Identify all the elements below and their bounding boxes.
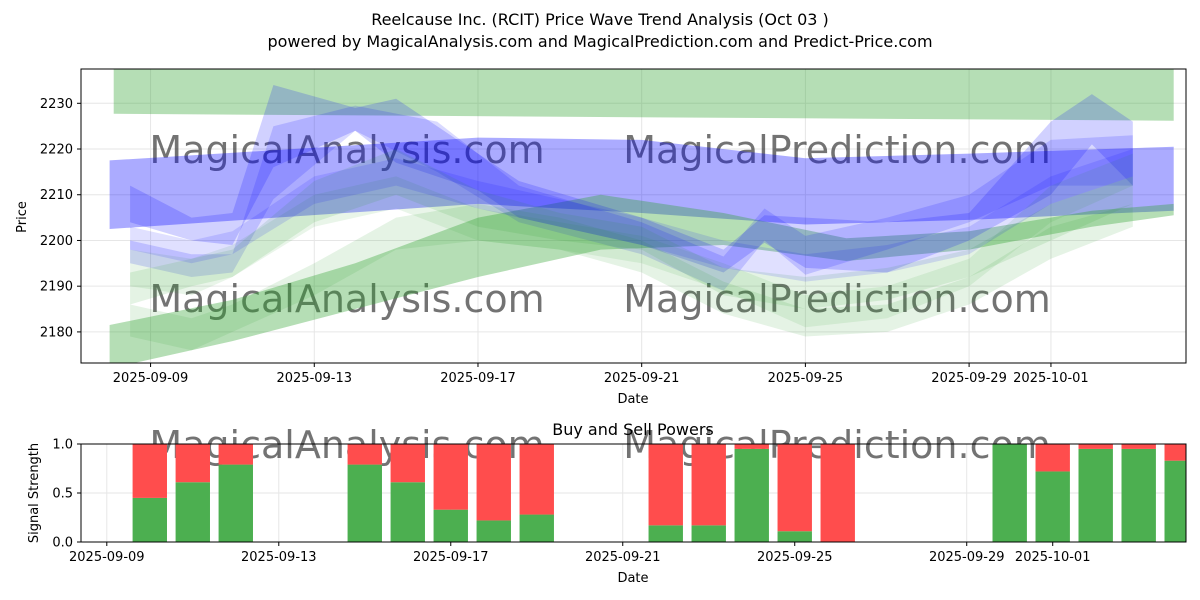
sell-bar	[1164, 444, 1186, 461]
sell-bar	[648, 444, 683, 526]
power-y-ticks: 0.0 0.5 1.0	[52, 438, 81, 551]
watermark-magicalprediction: MagicalPrediction.com	[623, 128, 1051, 172]
sell-bar	[1121, 444, 1156, 449]
sell-bar	[476, 444, 511, 521]
buy-bar	[992, 444, 1027, 542]
price-y-axis-label: Price	[15, 201, 30, 233]
buy-bar	[175, 482, 210, 542]
buy-bar	[218, 464, 253, 542]
power-y-tick-label: 0.0	[52, 536, 73, 551]
price-x-tick-label: 2025-09-21	[604, 371, 680, 386]
sell-bar	[347, 444, 382, 465]
power-chart-title: Buy and Sell Powers	[552, 420, 714, 439]
price-x-tick-label: 2025-09-25	[768, 371, 844, 386]
sell-bar	[433, 444, 468, 510]
sell-bar	[1035, 444, 1070, 472]
price-x-tick-label: 2025-09-17	[440, 371, 516, 386]
power-x-tick-label: 2025-09-29	[929, 550, 1005, 565]
price-watermarks: MagicalAnalysis.com MagicalPrediction.co…	[149, 128, 1050, 321]
price-band-5	[130, 149, 1133, 309]
buy-bar	[347, 464, 382, 542]
buy-bar	[691, 525, 726, 542]
sell-bar	[820, 444, 855, 542]
sell-bar	[132, 444, 167, 498]
sell-bar	[390, 444, 425, 483]
buy-bar	[734, 448, 769, 542]
price-grid	[81, 69, 1186, 363]
sell-bar	[218, 444, 253, 465]
price-x-tick-label: 2025-09-09	[113, 371, 189, 386]
buy-bar	[648, 525, 683, 542]
power-y-axis-label: Signal Strength	[27, 443, 42, 543]
price-y-tick-label: 2190	[40, 280, 73, 295]
price-band-4	[130, 105, 1133, 291]
watermark-magicalanalysis: MagicalAnalysis.com	[149, 277, 544, 321]
price-band-3	[130, 85, 1133, 273]
sell-bar	[1078, 444, 1113, 449]
price-x-tick-label: 2025-09-29	[931, 371, 1007, 386]
power-x-tick-label: 2025-09-25	[757, 550, 833, 565]
buy-bar	[1164, 460, 1186, 542]
price-band-7	[130, 153, 1133, 328]
power-x-tick-label: 2025-09-09	[69, 550, 145, 565]
buy-bar	[1078, 448, 1113, 542]
buy-bar	[476, 520, 511, 542]
buy-bar	[132, 497, 167, 542]
buy-bar	[1121, 448, 1156, 542]
buy-bar	[519, 514, 554, 542]
price-y-tick-label: 2230	[40, 97, 73, 112]
sell-bar	[175, 444, 210, 483]
watermark-magicalprediction: MagicalPrediction.com	[623, 277, 1051, 321]
power-x-tick-label: 2025-10-01	[1015, 550, 1091, 565]
price-band-1	[109, 137, 1174, 229]
price-band-0	[113, 69, 1174, 121]
power-x-ticks: 2025-09-09 2025-09-13 2025-09-17 2025-09-21…	[69, 542, 1090, 565]
price-band-8	[130, 149, 1133, 282]
price-band-6	[130, 203, 1133, 351]
price-y-tick-label: 2180	[40, 325, 73, 340]
power-x-tick-label: 2025-09-13	[241, 550, 317, 565]
buy-bar	[777, 531, 812, 542]
price-x-ticks: 2025-09-09 2025-09-13 2025-09-17 2025-09-21…	[113, 363, 1089, 386]
price-x-tick-label: 2025-09-13	[276, 371, 352, 386]
power-x-tick-label: 2025-09-21	[585, 550, 661, 565]
main-chart-subtitle: powered by MagicalAnalysis.com and Magic…	[267, 32, 932, 51]
sell-bar	[691, 444, 726, 526]
power-y-tick-label: 1.0	[52, 438, 73, 453]
price-band-2	[109, 194, 1174, 363]
price-y-tick-label: 2210	[40, 188, 73, 203]
sell-bar	[519, 444, 554, 515]
price-y-tick-label: 2200	[40, 234, 73, 249]
price-x-tick-label: 2025-10-01	[1013, 371, 1089, 386]
price-x-axis-label: Date	[617, 392, 648, 407]
power-y-tick-label: 0.5	[52, 487, 73, 502]
main-chart-title: Reelcause Inc. (RCIT) Price Wave Trend A…	[371, 10, 829, 29]
price-y-ticks: 2180 2190 2200 2210 2220 2230	[40, 97, 81, 340]
buy-bar	[390, 482, 425, 542]
price-axes-frame	[80, 68, 1187, 364]
price-wave-bands	[109, 69, 1174, 363]
buy-bar	[1035, 471, 1070, 542]
price-y-tick-label: 2220	[40, 143, 73, 158]
buy-bar	[433, 509, 468, 542]
sell-bar	[777, 444, 812, 532]
watermark-magicalanalysis: MagicalAnalysis.com	[149, 128, 544, 172]
power-x-tick-label: 2025-09-17	[413, 550, 489, 565]
power-x-axis-label: Date	[617, 571, 648, 586]
power-bars	[132, 444, 1186, 542]
sell-bar	[734, 444, 769, 449]
